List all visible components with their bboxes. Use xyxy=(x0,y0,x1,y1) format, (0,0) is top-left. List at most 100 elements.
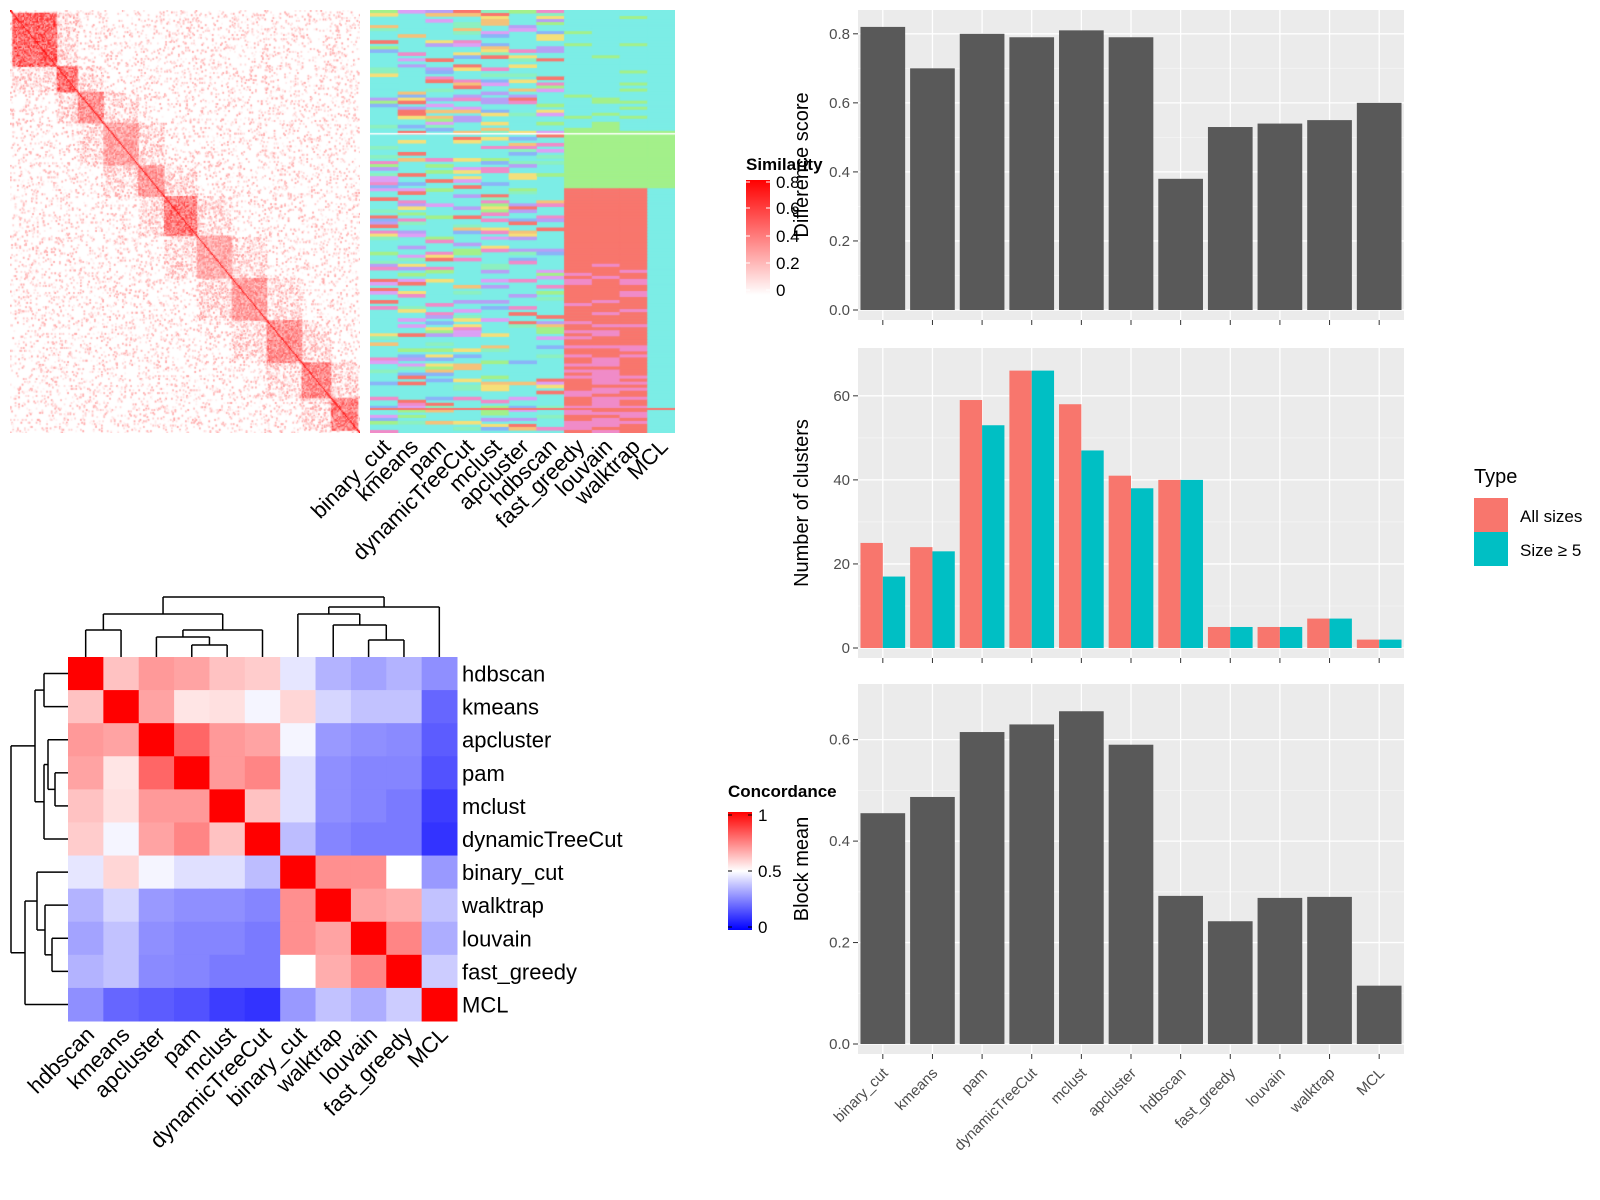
concordance-cell xyxy=(138,987,175,1022)
similarity-legend-tick: 0 xyxy=(776,281,785,300)
concordance-row-label: kmeans xyxy=(462,695,539,720)
bar xyxy=(1158,178,1203,310)
concordance-cell xyxy=(315,855,352,890)
type-legend: Type All sizes Size ≥ 5 xyxy=(1474,466,1582,566)
x-tick-label: louvain xyxy=(1243,1065,1289,1111)
concordance-cell xyxy=(350,756,387,790)
similarity-heatmap xyxy=(10,10,360,433)
concordance-cell xyxy=(386,888,423,923)
concordance-legend-ticks: 10.50 xyxy=(728,806,782,937)
concordance-legend-title: Concordance xyxy=(728,782,837,801)
bar xyxy=(910,68,955,310)
legend-label-size-5: Size ≥ 5 xyxy=(1520,541,1581,560)
x-tick-label: binary_cut xyxy=(831,1064,893,1126)
concordance-column-label: MCL xyxy=(402,1022,453,1073)
bar-all-sizes xyxy=(1307,618,1330,648)
concordance-cell xyxy=(138,690,175,724)
similarity-heatmap-cells xyxy=(10,10,360,433)
concordance-cell xyxy=(244,954,281,989)
similarity-legend-tick: 0.2 xyxy=(776,254,800,273)
bar-all-sizes xyxy=(910,547,933,648)
bar xyxy=(1059,30,1104,310)
bar-all-sizes xyxy=(860,542,883,648)
bar-size-5 xyxy=(1230,626,1253,648)
concordance-cell xyxy=(421,855,458,890)
concordance-heatmap: hdbscan kmeans apcluster pam mclust dynamicTr… xyxy=(23,657,623,1153)
y-tick-label: 0.0 xyxy=(829,1036,850,1053)
concordance-cell xyxy=(209,954,246,989)
concordance-cell xyxy=(244,888,281,923)
concordance-row-label: MCL xyxy=(462,992,508,1017)
bar-size-5 xyxy=(1279,626,1303,648)
concordance-cell xyxy=(280,789,317,823)
y-axis-title: Number of clusters xyxy=(791,419,813,587)
concordance-cell xyxy=(68,756,104,790)
concordance-cell xyxy=(315,921,352,956)
bar-all-sizes xyxy=(1158,479,1181,648)
concordance-cell xyxy=(244,789,281,823)
concordance-cell xyxy=(209,855,246,890)
concordance-cell xyxy=(421,756,458,790)
concordance-cell xyxy=(315,987,352,1022)
concordance-cell xyxy=(386,789,423,823)
concordance-row-label: fast_greedy xyxy=(462,959,577,984)
bar xyxy=(1257,897,1303,1044)
concordance-cell xyxy=(138,756,175,790)
concordance-cell xyxy=(103,822,140,857)
concordance-row-label: pam xyxy=(462,761,505,786)
concordance-cell xyxy=(68,822,104,857)
concordance-cell xyxy=(244,855,281,890)
concordance-cell xyxy=(244,690,281,724)
concordance-cell xyxy=(103,921,140,956)
bar-all-sizes xyxy=(1207,626,1231,648)
bar-size-5 xyxy=(882,576,906,648)
concordance-cell xyxy=(174,855,210,890)
bar xyxy=(1009,724,1055,1044)
y-tick-label: 0.2 xyxy=(829,233,850,250)
y-tick-label: 0.6 xyxy=(829,95,850,112)
concordance-legend-tick: 0.5 xyxy=(758,862,782,881)
bar xyxy=(1307,120,1352,310)
concordance-cell xyxy=(103,789,140,823)
cluster-label-canvas xyxy=(370,10,675,433)
concordance-cell xyxy=(350,657,387,691)
concordance-cell xyxy=(174,822,210,857)
concordance-dendrogram xyxy=(10,596,441,1006)
concordance-cell xyxy=(103,690,140,724)
bar-all-sizes xyxy=(1257,626,1280,648)
concordance-cell xyxy=(350,789,387,823)
concordance-cell xyxy=(421,921,458,956)
concordance-cell xyxy=(174,723,210,757)
concordance-cell xyxy=(68,888,104,923)
bar-size-5 xyxy=(982,425,1005,648)
concordance-cell xyxy=(386,855,423,890)
concordance-cell xyxy=(386,987,423,1022)
bar xyxy=(1356,102,1402,310)
bar xyxy=(959,33,1005,311)
bar-all-sizes xyxy=(959,400,983,648)
concordance-cell xyxy=(138,954,175,989)
similarity-legend-ticks: 0.8 0.6 0.4 0.2 0 xyxy=(746,173,800,300)
concordance-cell xyxy=(138,657,175,691)
concordance-cell xyxy=(174,657,210,691)
concordance-cell xyxy=(350,822,387,857)
concordance-cell xyxy=(386,723,423,757)
y-tick-label: 0.4 xyxy=(829,164,850,181)
concordance-cell xyxy=(244,657,281,691)
bar xyxy=(1158,895,1203,1044)
concordance-cell xyxy=(138,723,175,757)
concordance-row-label: hdbscan xyxy=(462,662,545,687)
concordance-cell xyxy=(315,954,352,989)
concordance-cell xyxy=(280,987,317,1022)
bar-size-5 xyxy=(1180,479,1203,648)
concordance-cell xyxy=(421,657,458,691)
concordance-cell xyxy=(350,690,387,724)
concordance-cell xyxy=(174,921,210,956)
concordance-cell xyxy=(209,921,246,956)
concordance-cell xyxy=(280,888,317,923)
bar xyxy=(1108,37,1154,311)
concordance-cell xyxy=(103,657,140,691)
concordance-cell xyxy=(315,690,352,724)
x-tick-label: mclust xyxy=(1048,1064,1091,1107)
